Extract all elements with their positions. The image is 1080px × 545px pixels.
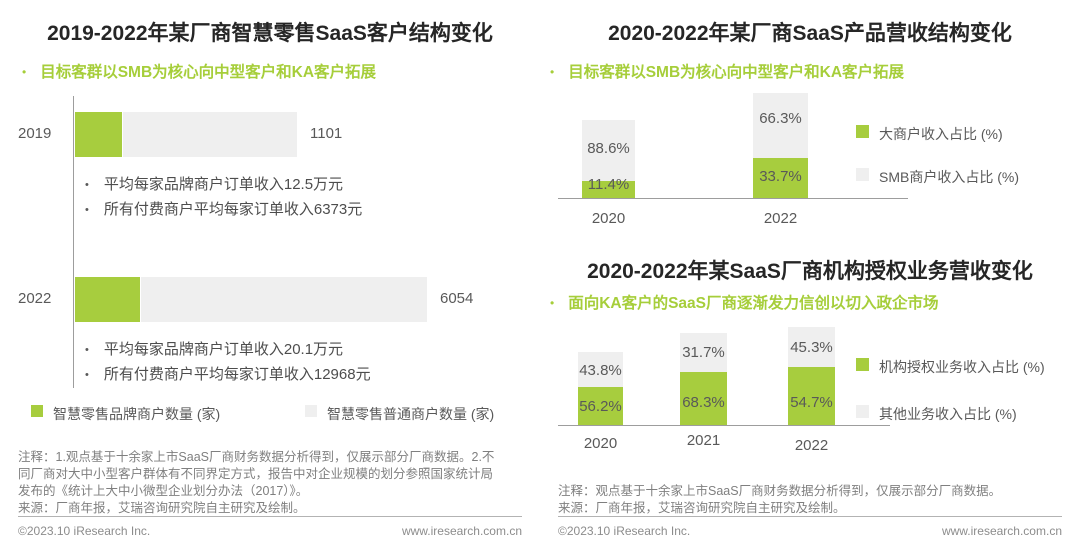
bar-2022-ordinary-merchants xyxy=(141,277,427,322)
right-source-line: 来源：厂商年报，艾瑞咨询研究院自主研究及绘制。 xyxy=(558,501,846,515)
right-bottom-chart-title: 2020-2022年某SaaS厂商机构授权业务营收变化 xyxy=(587,260,1033,283)
bar-2019-brand-merchants xyxy=(75,112,122,157)
legend-swatch-rt-large xyxy=(856,125,869,138)
bar-rt-2022-large xyxy=(753,158,808,198)
right-website-url: www.iresearch.com.cn xyxy=(941,524,1062,538)
right-copyright: ©2023.10 iResearch Inc. xyxy=(558,524,691,538)
bar-rt-2020-smb xyxy=(582,120,635,181)
bar-rt-2022-smb xyxy=(753,93,808,158)
legend-swatch-rb-licensing xyxy=(856,358,869,371)
bar-rb-2022-licensing xyxy=(788,367,835,425)
right-bottom-x-axis xyxy=(558,425,890,426)
bar-rb-2020-licensing xyxy=(578,387,623,425)
left-footnote-line-1: 注释：1.观点基于十余家上市SaaS厂商财务数据分析得到，仅展示部分厂商数据。2… xyxy=(18,450,495,464)
left-footnote-line-3: 发布的《统计上大中小微型企业划分办法（2017）》。 xyxy=(18,484,309,498)
left-chart-title: 2019-2022年某厂商智慧零售SaaS客户结构变化 xyxy=(47,22,493,45)
right-top-chart-title: 2020-2022年某厂商SaaS产品营收结构变化 xyxy=(608,22,1012,45)
category-label-2019: 2019 xyxy=(18,125,52,142)
xlabel-rb-2020: 2020 xyxy=(583,435,618,452)
legend-label-rb-licensing: 机构授权业务收入占比 (%) xyxy=(879,359,1045,375)
bar-2019-total-label: 1101 xyxy=(310,125,343,142)
legend-label-rt-large: 大商户收入占比 (%) xyxy=(879,126,1003,142)
bar-2022-total-label: 6054 xyxy=(440,290,474,307)
note-2022-paid-revenue: 所有付费商户平均每家订单收入12968元 xyxy=(85,363,371,384)
legend-label-brand-merchants: 智慧零售品牌商户数量 (家) xyxy=(53,406,221,422)
label-rb-2020-other: 43.8% xyxy=(579,362,622,379)
label-rt-2022-large: 33.7% xyxy=(759,168,802,185)
left-chart-key-point: 目标客群以SMB为核心向中型客户和KA客户拓展 xyxy=(22,60,376,82)
bar-2022-brand-merchants xyxy=(75,277,140,322)
left-footnote-line-2: 同厂商对大中小型客户群体有不同界定方式，报告中对企业规模的划分参照国家统计局 xyxy=(18,467,494,481)
note-2019-paid-revenue: 所有付费商户平均每家订单收入6373元 xyxy=(85,198,362,219)
bar-rb-2020-other xyxy=(578,352,623,387)
left-source-line: 来源：厂商年报，艾瑞咨询研究院自主研究及绘制。 xyxy=(18,501,306,515)
left-chart-y-axis xyxy=(73,96,74,388)
right-top-x-axis xyxy=(558,198,908,199)
bar-rb-2021-other xyxy=(680,333,727,372)
left-footer-divider xyxy=(18,516,522,517)
panel-customer-structure: 2019-2022年某厂商智慧零售SaaS客户结构变化 目标客群以SMB为核心向… xyxy=(0,0,540,545)
label-rb-2022-other: 45.3% xyxy=(790,339,833,356)
label-rb-2021-other: 31.7% xyxy=(682,344,725,361)
label-rb-2021-licensing: 68.3% xyxy=(682,394,725,411)
panel-revenue-structure: 2020-2022年某厂商SaaS产品营收结构变化 目标客群以SMB为核心向中型… xyxy=(540,0,1080,545)
left-copyright: ©2023.10 iResearch Inc. xyxy=(18,524,151,538)
right-footnote-line: 注释：观点基于十余家上市SaaS厂商财务数据分析得到，仅展示部分厂商数据。 xyxy=(558,484,1002,498)
label-rt-2020-large: 11.4% xyxy=(587,176,630,193)
label-rb-2022-licensing: 54.7% xyxy=(790,394,833,411)
label-rt-2022-smb: 66.3% xyxy=(759,110,802,127)
left-website-url: www.iresearch.com.cn xyxy=(401,524,522,538)
xlabel-rb-2021: 2021 xyxy=(686,432,721,449)
legend-label-rt-smb: SMB商户收入占比 (%) xyxy=(879,169,1019,185)
legend-swatch-ordinary-merchants xyxy=(305,405,317,417)
right-bottom-key-point: 面向KA客户的SaaS厂商逐渐发力信创以切入政企市场 xyxy=(550,291,938,313)
label-rb-2020-licensing: 56.2% xyxy=(579,398,622,415)
legend-label-rb-other: 其他业务收入占比 (%) xyxy=(879,406,1017,422)
note-2022-brand-revenue: 平均每家品牌商户订单收入20.1万元 xyxy=(85,338,343,359)
legend-swatch-rt-smb xyxy=(856,168,869,181)
right-footer-divider xyxy=(558,516,1062,517)
xlabel-rb-2022: 2022 xyxy=(794,437,829,454)
right-top-key-point: 目标客群以SMB为核心向中型客户和KA客户拓展 xyxy=(550,60,904,82)
legend-label-ordinary-merchants: 智慧零售普通商户数量 (家) xyxy=(327,406,495,422)
bar-rb-2021-licensing xyxy=(680,372,727,425)
xlabel-rt-2022: 2022 xyxy=(763,210,798,227)
xlabel-rt-2020: 2020 xyxy=(591,210,626,227)
bar-rt-2020-large xyxy=(582,181,635,198)
label-rt-2020-smb: 88.6% xyxy=(587,140,630,157)
note-2019-brand-revenue: 平均每家品牌商户订单收入12.5万元 xyxy=(85,173,343,194)
category-label-2022: 2022 xyxy=(18,290,52,307)
bar-rb-2022-other xyxy=(788,327,835,367)
legend-swatch-brand-merchants xyxy=(31,405,43,417)
bar-2019-ordinary-merchants xyxy=(123,112,297,157)
legend-swatch-rb-other xyxy=(856,405,869,418)
